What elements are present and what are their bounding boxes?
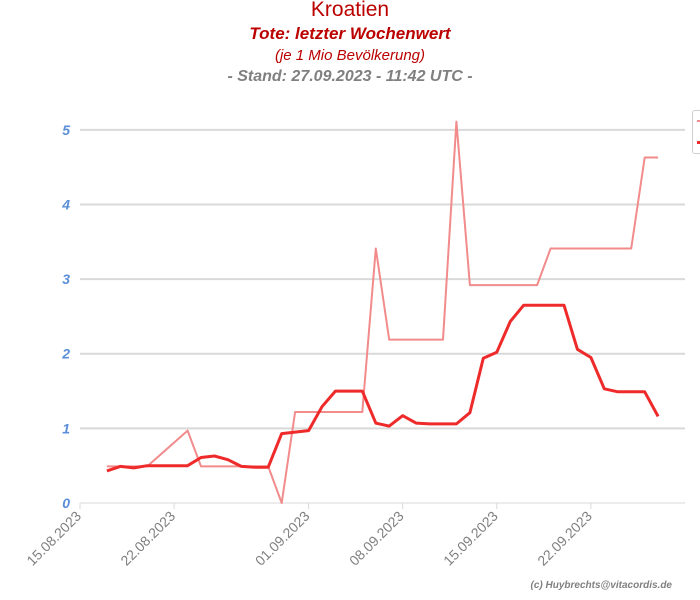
y-tick-label: 4 [61, 196, 70, 212]
legend[interactable] [692, 110, 700, 154]
y-axis-labels: 0 1 2 3 4 5 [61, 122, 70, 511]
unit-note: (je 1 Mio Bevölkerung) [274, 47, 426, 64]
grid-lines [80, 128, 685, 430]
x-axis [79, 502, 685, 509]
y-tick-label: 3 [62, 271, 70, 287]
legend-swatch-light[interactable] [697, 120, 700, 122]
x-tick-label: 22.09.2023 [534, 508, 595, 569]
series-line-bold [106, 303, 660, 473]
x-tick-label: 15.08.2023 [23, 508, 84, 569]
legend-swatch-bold[interactable] [697, 141, 700, 144]
x-tick-label: 15.09.2023 [440, 508, 501, 569]
stand-timestamp: - Stand: 27.09.2023 - 11:42 UTC - [227, 68, 473, 85]
chart-subtitle: Tote: letzter Wochenwert [249, 24, 451, 43]
chart-title: Kroatien [310, 0, 390, 21]
series-lines [106, 120, 660, 504]
y-tick-label: 2 [61, 346, 70, 362]
credit-text: (c) Huybrechts@vitacordis.de [530, 580, 672, 591]
y-tick-label: 1 [62, 420, 70, 436]
y-tick-label: 0 [62, 495, 70, 511]
y-tick-label: 5 [62, 122, 70, 138]
x-axis-labels: 15.08.2023 22.08.2023 01.09.2023 08.09.2023… [23, 508, 595, 569]
series-line-light [106, 120, 659, 504]
x-tick-label: 01.09.2023 [252, 508, 313, 569]
x-tick-label: 08.09.2023 [346, 508, 407, 569]
x-tick-label: 22.08.2023 [117, 508, 178, 569]
